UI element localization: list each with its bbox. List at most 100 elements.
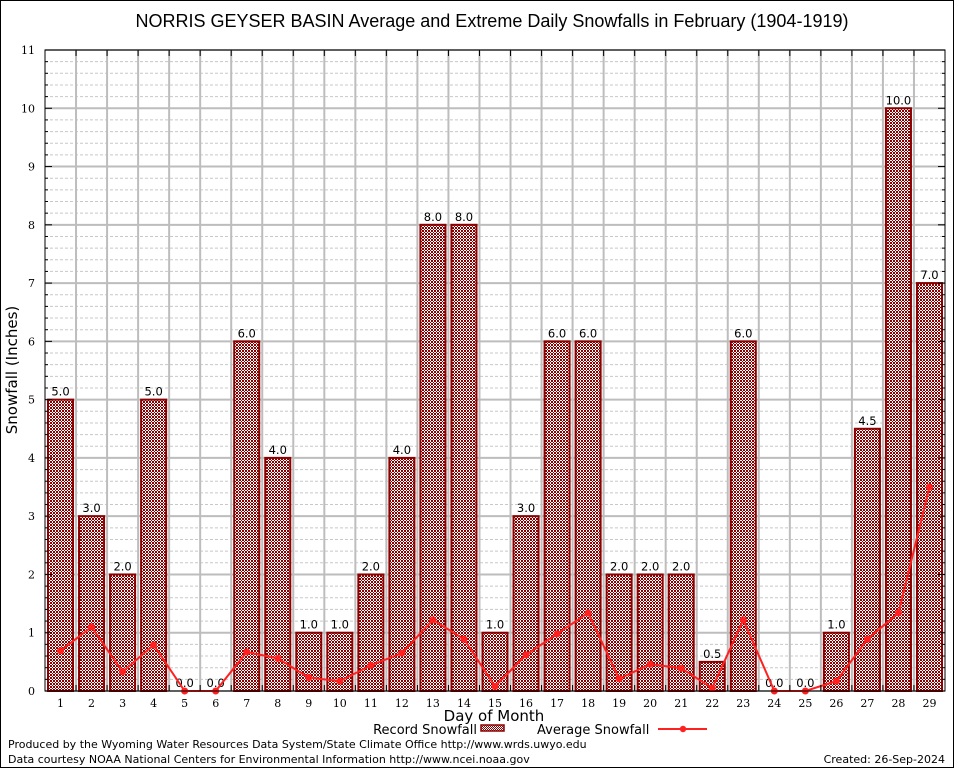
bar-label-day-5: 0.0 [176,676,194,690]
x-tick-label: 15 [488,697,502,710]
average-point-day-22 [708,684,716,692]
x-tick-label: 2 [88,697,95,710]
bar-label-day-22: 0.5 [703,647,721,661]
x-tick-label: 11 [364,697,378,710]
average-point-day-27 [863,635,871,643]
x-tick-label: 16 [519,697,533,710]
grid [45,49,945,692]
y-tick-label: 6 [28,335,35,348]
bar-record-day-27 [853,427,881,692]
bar-label-day-28: 10.0 [886,93,912,107]
axes [44,49,946,692]
bar-label-day-16: 3.0 [517,501,535,515]
y-tick-label: 11 [21,44,35,57]
x-tick-label: 26 [829,697,843,710]
x-tick-label: 21 [674,697,688,710]
bar-label-day-4: 5.0 [144,385,162,399]
bar-record-day-11 [357,573,385,692]
y-tick-label: 1 [28,627,35,640]
bar-record-day-7 [233,340,261,692]
y-tick-labels: 0 1 2 3 4 5 6 7 8 9 10 11 [21,44,35,698]
y-tick-label: 10 [21,102,35,115]
bar-record-day-13 [419,223,447,692]
bar-label-day-23: 6.0 [734,326,752,340]
footer-data-source: Data courtesy NOAA National Centers for … [8,753,530,766]
chart-title: NORRIS GEYSER BASIN Average and Extreme … [136,11,849,31]
bar-label-day-26: 1.0 [827,618,845,632]
x-tick-labels: 1 2 3 4 5 6 7 8 9 10 11 12 13 14 15 16 17 18 19 20 21 22 23 24 2… [57,697,936,710]
y-tick-label: 7 [28,277,35,290]
x-tick-label: 13 [426,697,440,710]
x-tick-label: 5 [181,697,188,710]
average-point-day-19 [615,675,623,683]
bar-label-day-27: 4.5 [858,414,876,428]
bar-record-day-19 [605,573,633,692]
bar-record-day-28 [884,107,912,693]
x-tick-label: 4 [150,697,157,710]
legend-record-label: Record Snowfall [373,723,477,738]
average-point-day-13 [429,616,437,624]
bar-label-day-25: 0.0 [796,676,814,690]
bar-data-labels: 5.0 3.0 2.0 5.0 0.0 0.0 6.0 4.0 1.0 1.0 2.0 4.0 8.0 8… [51,93,938,690]
average-point-day-2 [88,623,96,631]
x-tick-label: 23 [736,697,750,710]
average-point-day-8 [274,654,282,662]
legend-average-label: Average Snowfall [537,723,649,738]
bar-label-day-14: 8.0 [455,210,473,224]
average-point-day-29 [925,483,933,491]
bar-label-day-8: 4.0 [269,443,287,457]
average-point-day-4 [150,641,158,649]
legend: Record Snowfall Average Snowfall [373,723,707,738]
x-tick-label: 24 [767,697,781,710]
average-point-day-17 [553,630,561,638]
x-tick-label: 3 [119,697,126,710]
bar-label-day-21: 2.0 [672,559,690,573]
x-tick-label: 17 [550,697,564,710]
bar-label-day-2: 3.0 [82,501,100,515]
x-tick-label: 22 [705,697,719,710]
bar-label-day-17: 6.0 [548,326,566,340]
x-tick-label: 20 [643,697,657,710]
x-tick-label: 1 [57,697,64,710]
bar-label-day-18: 6.0 [579,326,597,340]
legend-average-marker [679,725,687,733]
footer-producer: Produced by the Wyoming Water Resources … [8,738,587,751]
bar-record-day-20 [636,573,664,692]
y-tick-label: 8 [28,219,35,232]
average-point-day-16 [522,651,530,659]
bar-record-day-17 [543,340,571,692]
average-point-day-23 [739,616,747,624]
bar-label-day-10: 1.0 [331,618,349,632]
bar-record-day-1 [47,398,75,692]
y-axis-label: Snowfall (Inches) [3,306,21,434]
x-tick-label: 28 [891,697,905,710]
y-tick-label: 3 [28,510,35,523]
footer-created: Created: 26-Sep-2024 [824,753,945,766]
y-tick-label: 0 [28,685,35,698]
x-tick-label: 25 [798,697,812,710]
bar-label-day-7: 6.0 [238,326,256,340]
x-tick-label: 10 [333,697,347,710]
average-point-day-21 [677,664,685,672]
bar-record-day-18 [574,340,602,692]
average-point-day-7 [243,648,251,656]
average-point-day-18 [584,609,592,617]
bar-label-day-20: 2.0 [641,559,659,573]
average-point-day-20 [646,660,654,668]
bar-record-day-2 [78,515,106,692]
average-point-day-14 [460,635,468,643]
x-tick-label: 14 [457,697,471,710]
x-tick-label: 29 [922,697,936,710]
legend-record-swatch [480,724,505,732]
x-tick-label: 9 [305,697,312,710]
average-point-day-3 [119,668,127,676]
average-point-day-11 [367,661,375,669]
bar-label-day-9: 1.0 [300,618,318,632]
bar-record-day-8 [264,456,292,692]
bar-label-day-11: 2.0 [362,559,380,573]
y-tick-label: 5 [28,394,35,407]
x-tick-label: 7 [243,697,250,710]
bar-record-day-23 [729,340,757,692]
plot-border [44,49,946,692]
